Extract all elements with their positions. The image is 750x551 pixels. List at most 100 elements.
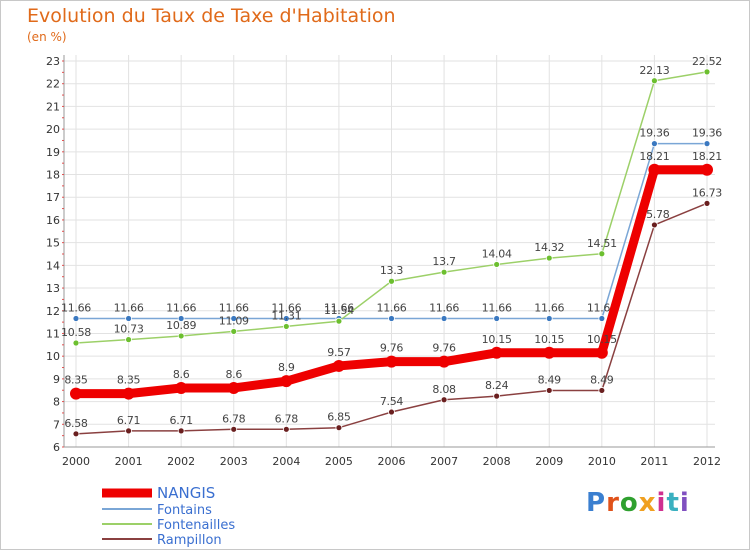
y-tick-label: 7 xyxy=(53,418,60,431)
data-point-nangis xyxy=(595,346,608,359)
logo-letter: i xyxy=(656,488,667,518)
proxiti-logo: Proxiti xyxy=(586,488,690,518)
data-label-nangis: 18.21 xyxy=(692,150,722,163)
data-label-fontenailles: 10.73 xyxy=(114,323,144,336)
data-point-fontains xyxy=(703,140,711,148)
y-tick-label: 16 xyxy=(46,214,60,227)
data-point-fontains xyxy=(493,315,501,322)
data-point-fontains xyxy=(177,315,185,322)
data-label-nangis: 8.35 xyxy=(117,374,141,387)
data-label-fontenailles: 22.52 xyxy=(692,55,722,68)
y-tick-label: 6 xyxy=(53,441,60,454)
data-label-rampillon: 8.49 xyxy=(590,373,614,386)
data-point-fontains xyxy=(440,315,448,322)
data-label-fontains: 11.66 xyxy=(482,301,512,314)
plot-area xyxy=(64,55,715,447)
data-label-nangis: 9.76 xyxy=(380,342,404,355)
data-point-fontains xyxy=(72,315,80,322)
data-label-fontains: 11.66 xyxy=(61,301,91,314)
data-label-fontains: 11.66 xyxy=(324,301,354,314)
data-label-fontenailles: 14.51 xyxy=(587,237,617,250)
x-tick-label: 2006 xyxy=(378,455,406,468)
logo-letter: x xyxy=(638,488,657,518)
x-tick-label: 2007 xyxy=(430,455,458,468)
data-label-rampillon: 7.54 xyxy=(380,395,404,408)
data-label-nangis: 10.15 xyxy=(534,333,564,346)
data-point-nangis xyxy=(332,359,345,372)
data-label-rampillon: 6.58 xyxy=(64,417,88,430)
data-point-fontenailles xyxy=(177,332,185,340)
data-label-fontains: 11.66 xyxy=(271,301,301,314)
data-point-fontenailles xyxy=(703,68,711,76)
logo-letter: i xyxy=(679,488,690,518)
data-point-nangis xyxy=(385,355,398,368)
data-label-nangis: 10.15 xyxy=(587,333,617,346)
y-tick-label: 21 xyxy=(46,100,60,113)
data-point-fontains xyxy=(388,315,395,322)
legend-label: NANGIS xyxy=(157,484,215,502)
logo-letter: r xyxy=(606,488,620,518)
data-point-fontenailles xyxy=(545,254,553,262)
data-label-rampillon: 16.73 xyxy=(692,186,722,199)
y-tick-label: 22 xyxy=(46,78,60,91)
x-tick-label: 2012 xyxy=(693,455,721,468)
data-label-fontains: 11.66 xyxy=(377,301,407,314)
data-label-nangis: 9.57 xyxy=(327,346,351,359)
chart-unit: (en %) xyxy=(27,30,67,44)
data-point-rampillon xyxy=(335,424,343,432)
data-point-fontains xyxy=(230,315,238,322)
x-tick-label: 2003 xyxy=(220,455,248,468)
data-label-fontains: 19.36 xyxy=(692,127,722,140)
logo-letter: o xyxy=(619,488,639,518)
data-label-fontenailles: 14.04 xyxy=(482,247,512,260)
data-point-nangis xyxy=(648,163,661,176)
data-point-rampillon xyxy=(230,425,238,433)
y-tick-label: 14 xyxy=(46,259,60,272)
data-point-rampillon xyxy=(493,392,501,400)
data-point-fontenailles xyxy=(440,268,448,276)
data-label-nangis: 18.21 xyxy=(639,150,669,163)
x-tick-label: 2010 xyxy=(588,455,616,468)
data-point-nangis xyxy=(70,387,82,400)
data-label-fontains: 11.66 xyxy=(219,301,249,314)
data-label-nangis: 10.15 xyxy=(482,333,512,346)
data-label-rampillon: 6.78 xyxy=(275,412,299,425)
data-point-fontenailles xyxy=(388,277,395,285)
data-point-nangis xyxy=(280,375,293,388)
y-tick-label: 17 xyxy=(46,191,60,204)
data-point-rampillon xyxy=(72,430,80,438)
logo-letter: t xyxy=(666,488,680,518)
y-tick-label: 20 xyxy=(46,123,60,136)
data-label-fontenailles: 11.54 xyxy=(324,304,354,317)
data-point-fontains xyxy=(651,140,658,148)
data-label-fontenailles: 14.32 xyxy=(534,241,564,254)
y-tick-label: 18 xyxy=(46,169,60,182)
legend-label: Fontains xyxy=(157,503,212,518)
y-tick-label: 9 xyxy=(53,373,60,386)
x-tick-label: 2009 xyxy=(535,455,563,468)
data-label-rampillon: 6.78 xyxy=(222,412,246,425)
data-point-rampillon xyxy=(177,427,185,435)
data-label-fontenailles: 13.3 xyxy=(380,264,404,277)
y-tick-label: 15 xyxy=(46,237,60,250)
data-label-rampillon: 8.24 xyxy=(485,379,509,392)
data-point-nangis xyxy=(227,381,240,394)
data-label-fontains: 11.66 xyxy=(429,301,459,314)
data-point-nangis xyxy=(175,381,188,394)
data-point-fontains xyxy=(598,315,606,322)
data-point-fontenailles xyxy=(282,323,290,330)
data-point-fontenailles xyxy=(125,336,132,344)
data-point-nangis xyxy=(438,355,451,368)
data-point-fontenailles xyxy=(651,77,658,85)
data-label-fontains: 11.66 xyxy=(166,301,196,314)
data-label-fontenailles: 11.09 xyxy=(219,314,249,327)
y-tick-label: 13 xyxy=(46,282,60,295)
y-tick-label: 12 xyxy=(46,305,60,318)
data-label-fontenailles: 10.89 xyxy=(166,319,196,332)
data-point-nangis xyxy=(701,163,713,176)
data-point-rampillon xyxy=(388,408,395,416)
data-point-fontenailles xyxy=(72,339,80,347)
data-label-nangis: 9.76 xyxy=(432,342,456,355)
legend-label: Rampillon xyxy=(157,533,222,548)
